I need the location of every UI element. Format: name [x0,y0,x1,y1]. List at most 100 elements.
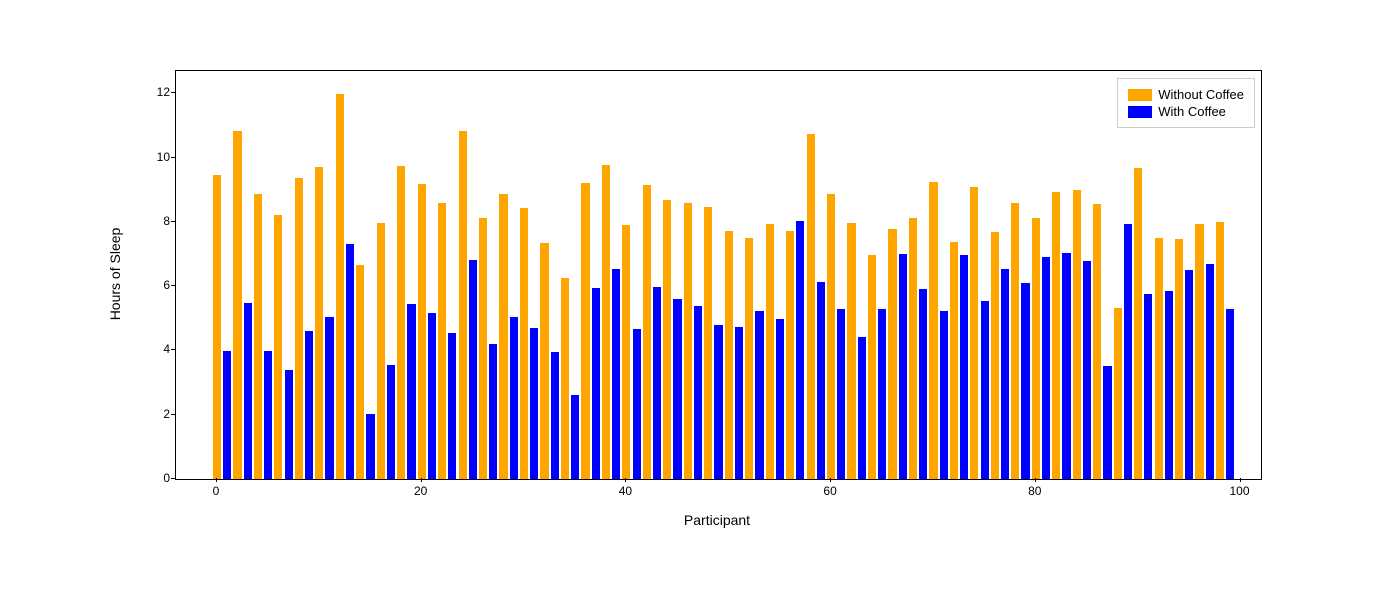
bar [233,131,241,479]
bar [1001,269,1009,479]
bar [981,301,989,479]
bar [213,175,221,479]
y-tick-mark [171,221,175,222]
bar [244,303,252,479]
bar [1062,253,1070,479]
legend-swatch-with-coffee [1128,106,1152,118]
bar [479,218,487,480]
bar [1124,224,1132,479]
bar [827,194,835,479]
bar [418,184,426,479]
bar [602,165,610,479]
bar [325,317,333,479]
x-tick-label: 80 [1028,484,1041,498]
bar [817,282,825,479]
bar [1226,309,1234,479]
bar [612,269,620,479]
y-axis-label: Hours of Sleep [107,228,123,321]
bar [397,166,405,479]
bar [366,414,374,479]
bar [899,254,907,479]
bar [551,352,559,479]
chart-container: Hours of Sleep Participant 024681012 020… [0,0,1400,600]
bar [520,208,528,479]
bar [356,265,364,479]
x-tick-mark [421,478,422,482]
x-tick-label: 20 [414,484,427,498]
bar [786,231,794,479]
bar [1032,218,1040,479]
y-tick-label: 8 [130,214,170,228]
y-tick-label: 6 [130,278,170,292]
x-tick-mark [1035,478,1036,482]
bar [1195,224,1203,479]
bar [766,224,774,479]
bar [1165,291,1173,479]
bar [684,203,692,479]
bar [459,131,467,479]
bar [530,328,538,479]
bar [643,185,651,479]
legend-item-without-coffee: Without Coffee [1128,87,1244,102]
bar [878,309,886,479]
bar [888,229,896,479]
bar [970,187,978,479]
bar [1134,168,1142,479]
plot-area [175,70,1262,480]
bar [755,311,763,479]
bar [438,203,446,479]
bar [1216,222,1224,479]
bar [991,232,999,479]
bar [868,255,876,479]
bar [571,395,579,479]
bar [704,207,712,479]
bar [929,182,937,479]
bar [489,344,497,479]
bar [592,288,600,479]
bar [315,167,323,479]
legend: Without Coffee With Coffee [1117,78,1255,128]
bar [960,255,968,479]
bar [428,313,436,479]
bar [1021,283,1029,479]
bar [561,278,569,479]
x-axis-label: Participant [684,512,750,528]
bar [1175,239,1183,479]
bar [950,242,958,479]
bar [1083,261,1091,479]
y-tick-mark [171,285,175,286]
bar [1103,366,1111,479]
legend-label-with-coffee: With Coffee [1158,104,1226,119]
bar [673,299,681,479]
bar [581,183,589,479]
bar [1155,238,1163,479]
x-tick-mark [830,478,831,482]
bar [694,306,702,479]
bar [295,178,303,479]
bar [336,94,344,480]
x-tick-mark [216,478,217,482]
bar [264,351,272,479]
y-tick-mark [171,349,175,350]
y-tick-label: 4 [130,342,170,356]
bar [796,221,804,479]
y-tick-label: 0 [130,471,170,485]
x-tick-label: 100 [1230,484,1250,498]
legend-label-without-coffee: Without Coffee [1158,87,1244,102]
bar [622,225,630,479]
bar [469,260,477,479]
bar [807,134,815,479]
bar [1042,257,1050,479]
bar [1052,192,1060,479]
bar [510,317,518,479]
x-tick-label: 40 [619,484,632,498]
bar [223,351,231,479]
bar [540,243,548,479]
y-tick-label: 12 [130,85,170,99]
x-tick-label: 60 [823,484,836,498]
y-tick-label: 2 [130,407,170,421]
bar [1011,203,1019,479]
legend-item-with-coffee: With Coffee [1128,104,1244,119]
x-tick-label: 0 [213,484,220,498]
y-tick-mark [171,478,175,479]
